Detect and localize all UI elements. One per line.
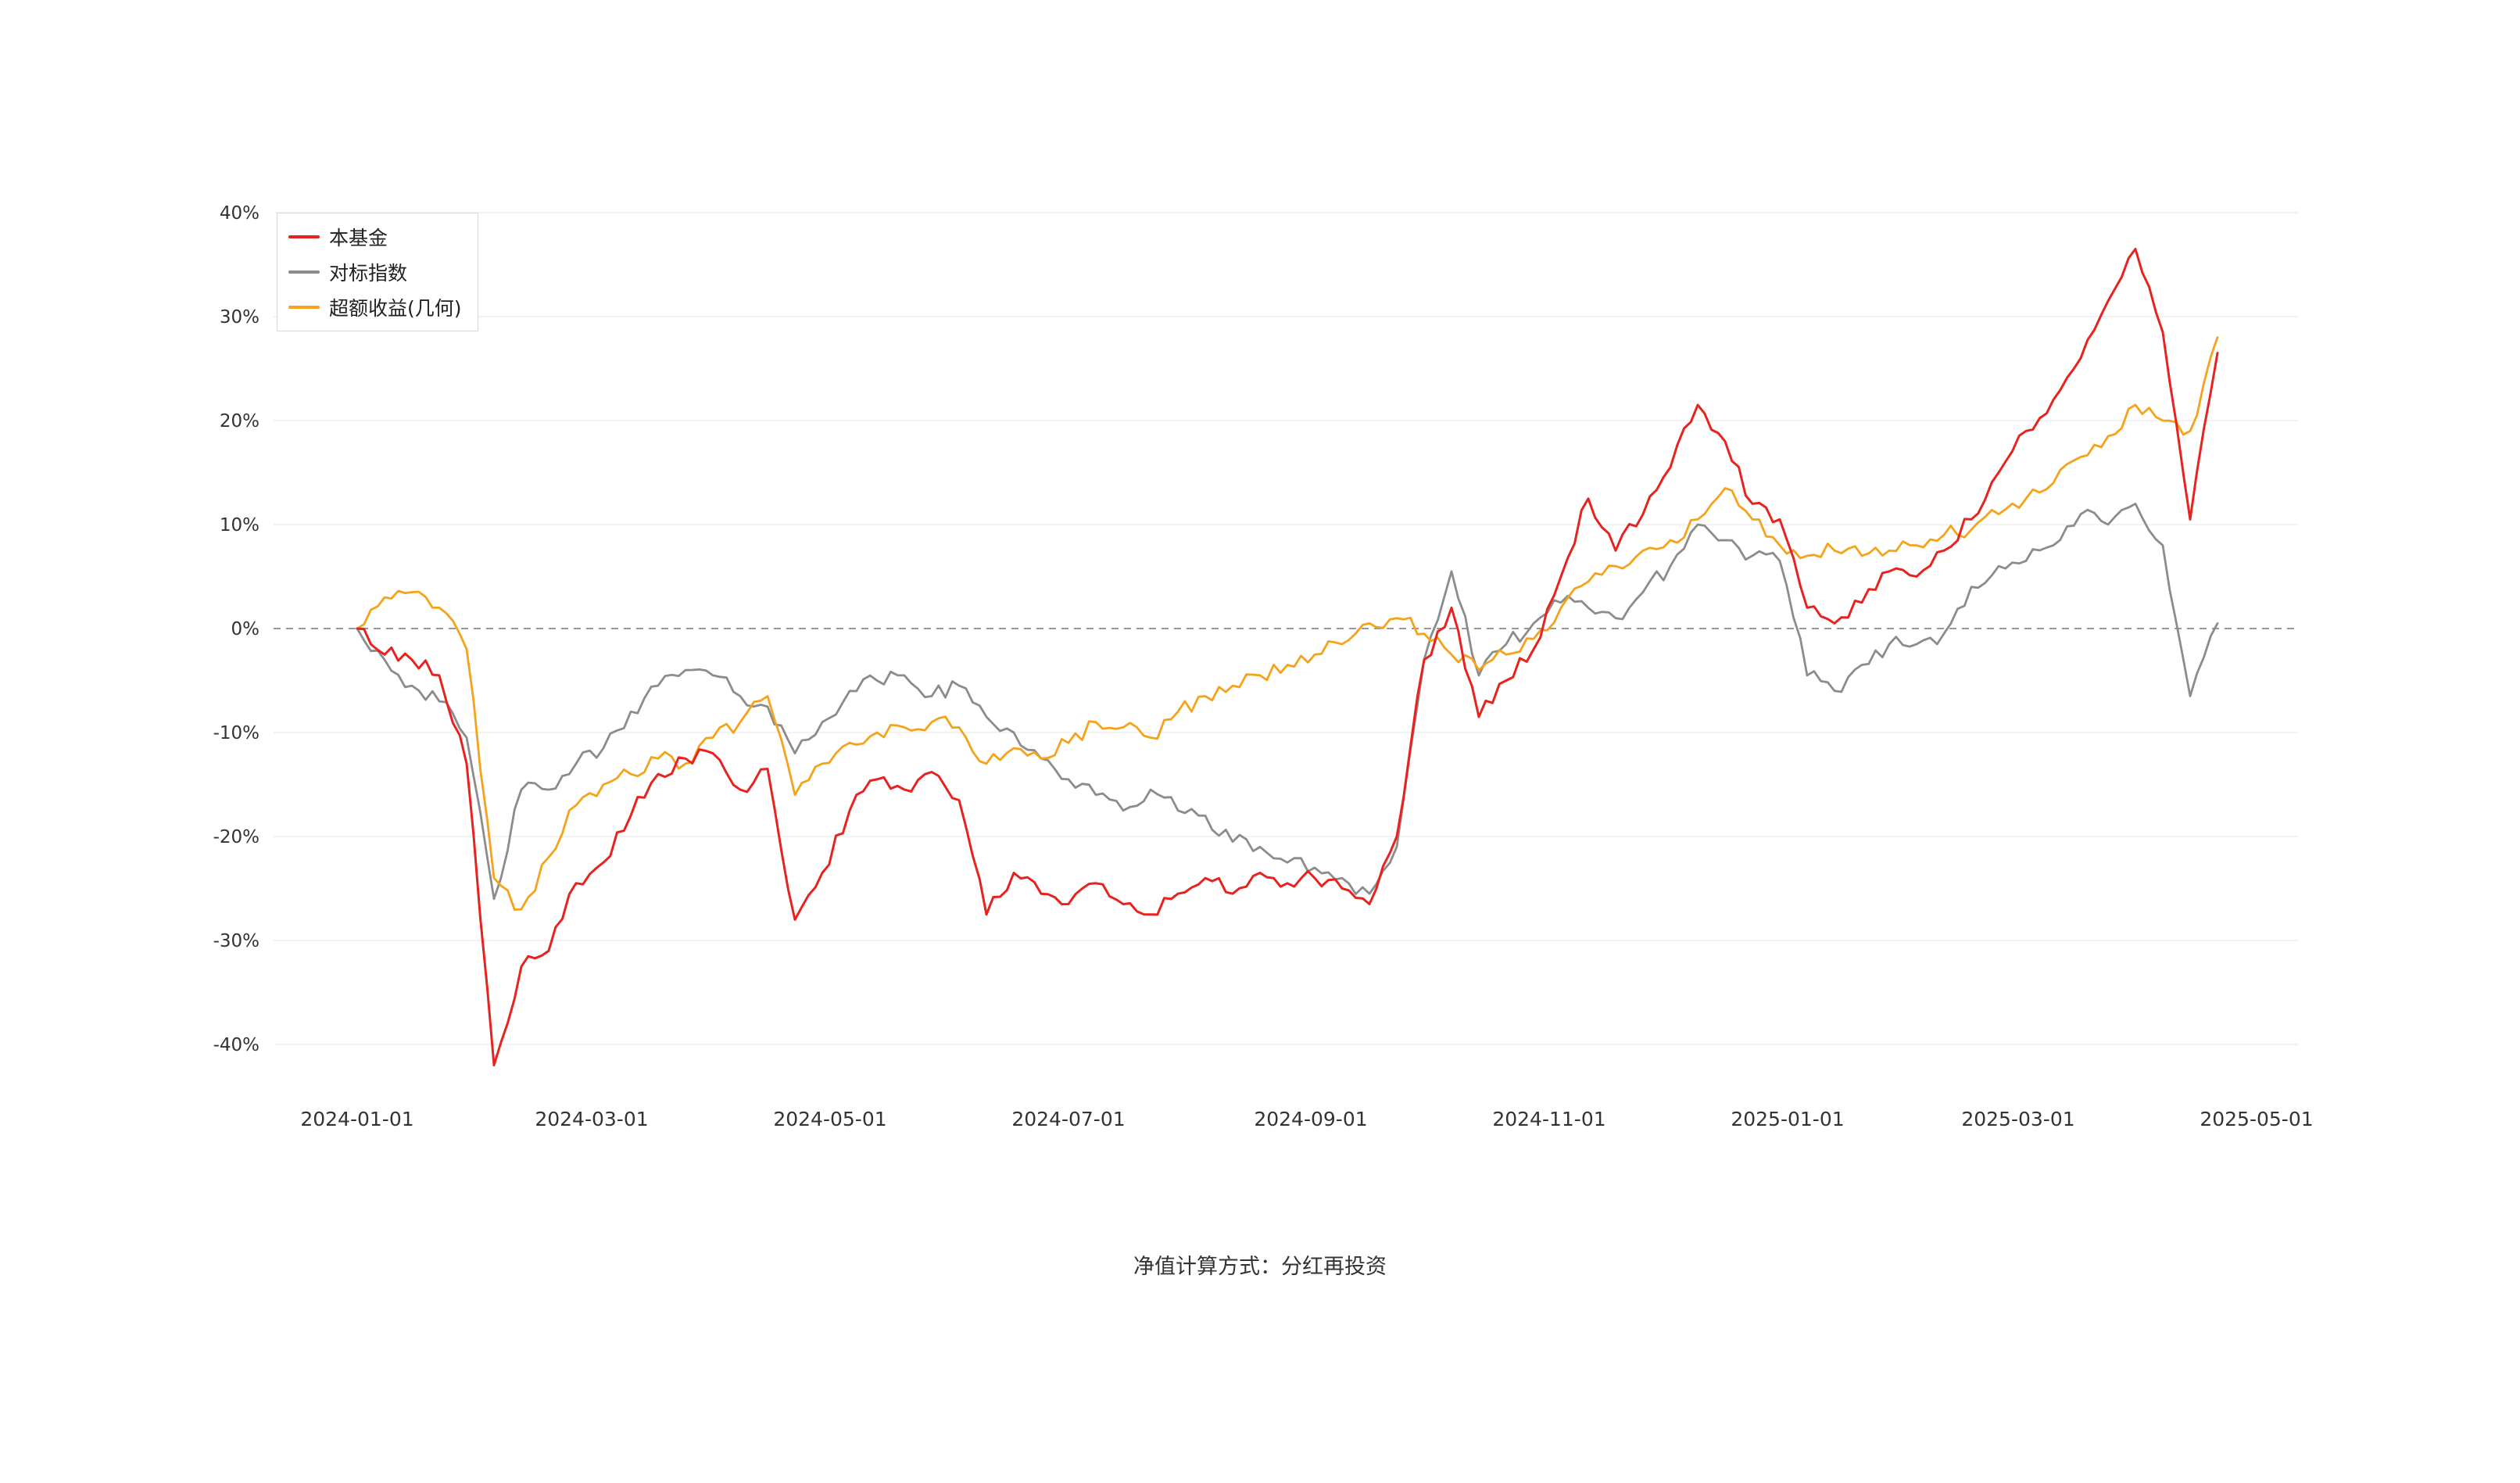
y-axis-tick-label: -10%: [213, 723, 260, 743]
x-axis-tick-label: 2024-01-01: [300, 1108, 413, 1130]
y-axis-tick-label: 20%: [220, 411, 260, 432]
benchmark-line: [356, 503, 2219, 901]
x-axis-tick-label: 2024-09-01: [1254, 1108, 1367, 1130]
y-axis-tick-label: 0%: [231, 619, 260, 639]
legend-label-fund: 本基金: [329, 227, 388, 249]
legend-item-excess-return[interactable]: 超额收益(几何): [288, 293, 462, 321]
x-axis-tick-label: 2024-11-01: [1492, 1108, 1605, 1130]
legend-item-fund[interactable]: 本基金: [288, 223, 462, 251]
y-axis-tick-label: -40%: [213, 1035, 260, 1055]
y-axis-tick-label: -20%: [213, 827, 260, 847]
nav-calculation-method-caption: 净值计算方式：分红再投资: [1133, 1255, 1387, 1279]
legend-label-benchmark: 对标指数: [329, 262, 408, 285]
y-axis-tick-label: 40%: [220, 203, 260, 224]
x-axis-tick-label: 2024-05-01: [773, 1108, 886, 1130]
x-axis-tick-label: 2025-01-01: [1731, 1108, 1844, 1130]
fund-line-swatch-icon: [288, 235, 320, 238]
x-axis-tick-label: 2024-07-01: [1011, 1108, 1125, 1130]
y-axis-tick-label: -30%: [213, 931, 260, 951]
chart-legend: 本基金 对标指数 超额收益(几何): [277, 213, 478, 331]
fund-line: [356, 248, 2219, 1067]
y-axis-tick-label: 30%: [220, 307, 260, 328]
x-axis-tick-label: 2025-05-01: [2200, 1108, 2313, 1130]
y-axis-tick-label: 10%: [220, 515, 260, 536]
x-axis-tick-label: 2025-03-01: [1961, 1108, 2074, 1130]
x-axis-tick-label: 2024-03-01: [535, 1108, 648, 1130]
excess-return-line: [356, 336, 2219, 911]
excess-line-swatch-icon: [288, 306, 320, 309]
benchmark-line-swatch-icon: [288, 270, 320, 274]
legend-item-benchmark[interactable]: 对标指数: [288, 258, 462, 286]
legend-label-excess-return: 超额收益(几何): [329, 297, 462, 320]
